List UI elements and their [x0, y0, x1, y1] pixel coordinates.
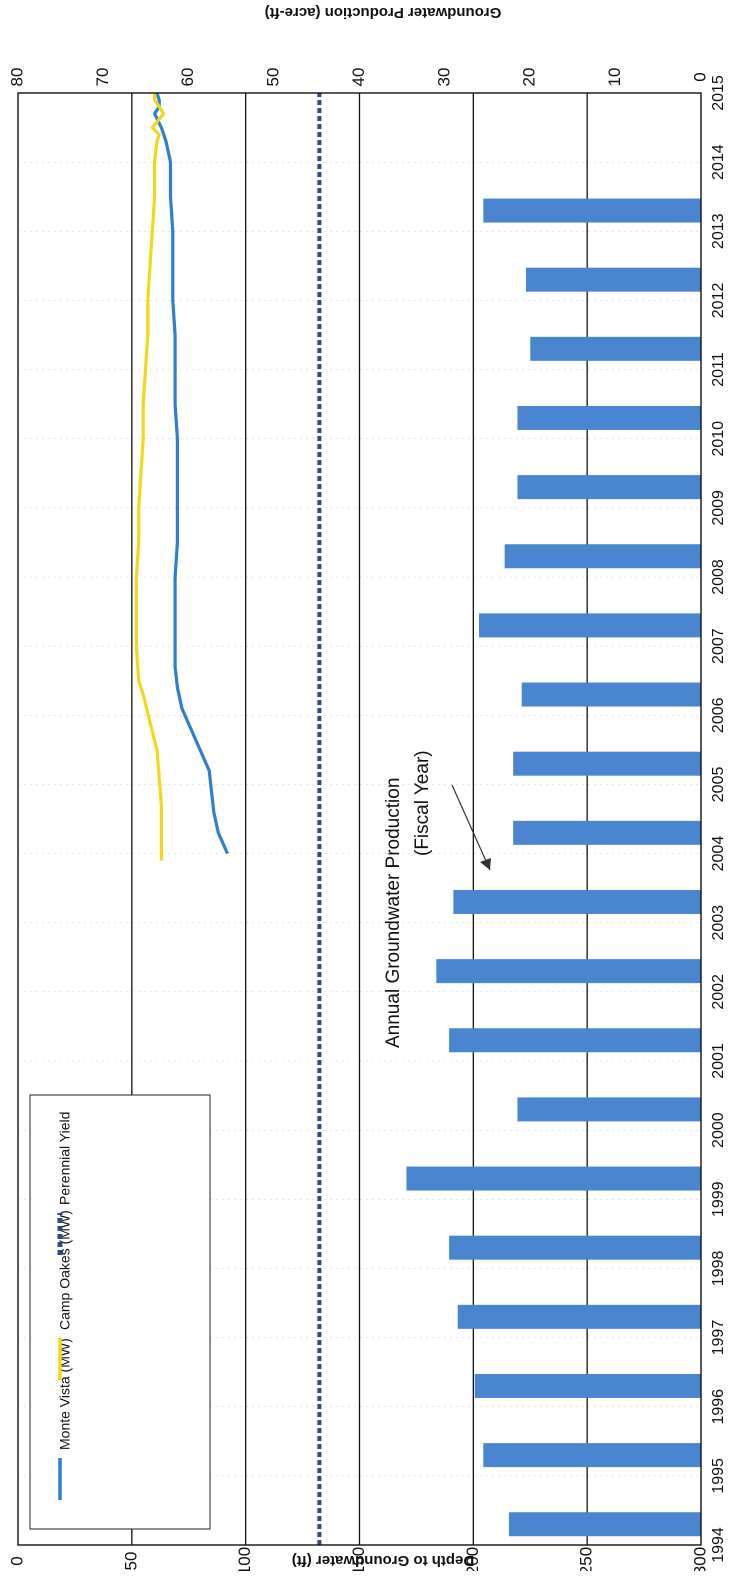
year-tick-1995: 1995	[710, 1458, 727, 1494]
year-tick-2010: 2010	[710, 421, 727, 457]
bar-1995	[483, 1443, 701, 1468]
production-tick-80: 80	[7, 68, 26, 87]
bar-2008	[504, 544, 701, 569]
production-bars	[406, 198, 701, 1537]
bar-2002	[436, 959, 701, 984]
year-tick-2009: 2009	[710, 490, 727, 526]
depth-tick-250: 250	[577, 1547, 596, 1571]
year-tick-1998: 1998	[710, 1251, 727, 1287]
annotation-line-2: (Fiscal Year)	[412, 750, 433, 856]
bar-2007	[479, 613, 701, 638]
bar-2000	[517, 1097, 701, 1122]
year-tick-2014: 2014	[710, 144, 727, 180]
depth-tick-labels: 0 50 100 150 200 250 300	[7, 1547, 709, 1575]
bar-2003	[453, 889, 701, 914]
bar-1999	[406, 1166, 701, 1191]
y-right-axis-label: Groundwater Production (acre-ft)	[265, 4, 502, 21]
bar-2004	[513, 820, 701, 845]
production-tick-70: 70	[93, 68, 112, 87]
bar-2006	[521, 682, 701, 707]
year-tick-1997: 1997	[710, 1320, 727, 1356]
production-tick-20: 20	[520, 68, 539, 87]
annotation-arrow-head	[480, 858, 491, 870]
year-tick-2006: 2006	[710, 697, 727, 733]
year-tick-2012: 2012	[710, 283, 727, 319]
year-tick-1999: 1999	[710, 1181, 727, 1217]
bar-2012	[525, 267, 701, 292]
plot-frame	[17, 92, 702, 1546]
year-tick-2013: 2013	[710, 213, 727, 249]
legend-box	[29, 1094, 211, 1530]
year-tick-2008: 2008	[710, 559, 727, 595]
y-left-axis-label: Depth to Groundwater (ft)	[292, 1552, 474, 1569]
bar-1998	[449, 1235, 701, 1260]
bar-1996	[474, 1373, 701, 1398]
year-tick-2003: 2003	[710, 905, 727, 941]
production-tick-30: 30	[434, 68, 453, 87]
year-tick-1996: 1996	[710, 1389, 727, 1425]
annotation-arrow-line	[451, 784, 491, 871]
annotation: Annual Groundwater Production (Fiscal Ye…	[383, 750, 491, 1048]
year-tick-2000: 2000	[710, 1112, 727, 1148]
bar-2009	[517, 475, 701, 500]
depth-tick-150: 150	[349, 1547, 368, 1571]
bar-1997	[457, 1304, 701, 1329]
series-line-0	[153, 92, 229, 855]
year-tick-2015: 2015	[710, 75, 727, 111]
production-tick-labels: 0 10 20 30 40 50 60 70 80	[7, 68, 709, 87]
year-tick-2002: 2002	[710, 974, 727, 1010]
year-tick-2005: 2005	[710, 767, 727, 803]
production-tick-0: 0	[690, 72, 709, 81]
depth-tick-300: 300	[690, 1547, 709, 1571]
depth-tick-100: 100	[235, 1547, 254, 1571]
depth-tick-50: 50	[121, 1552, 140, 1571]
annotation-line-1: Annual Groundwater Production	[383, 778, 404, 1048]
production-tick-10: 10	[605, 68, 624, 87]
legend-label-2: Perennial Yield	[57, 1112, 73, 1205]
legend-label-1: Camp Oakes (MW)	[57, 1210, 73, 1330]
depth-tick-200: 200	[463, 1547, 482, 1571]
year-tick-1994: 1994	[710, 1527, 727, 1563]
bar-1994	[508, 1512, 701, 1537]
legend: Monte Vista (MW)Camp Oakes (MW)Perennial…	[29, 1094, 211, 1530]
depth-tick-0: 0	[7, 1556, 26, 1565]
bar-2013	[483, 198, 701, 223]
year-tick-2004: 2004	[710, 836, 727, 872]
year-tick-labels: 1994 1995 1996 1997 1998 1999 2000 2001 2002 2003…	[710, 75, 727, 1563]
production-tick-40: 40	[349, 68, 368, 87]
production-tick-60: 60	[178, 68, 197, 87]
bar-2005	[513, 751, 701, 776]
series-line-1	[134, 93, 166, 861]
bar-2010	[517, 405, 701, 430]
year-tick-2007: 2007	[710, 628, 727, 664]
bar-2001	[449, 1028, 701, 1053]
year-tick-2011: 2011	[710, 352, 727, 387]
production-tick-50: 50	[264, 68, 283, 87]
series-lines	[134, 92, 322, 1545]
year-tick-2001: 2001	[710, 1043, 727, 1079]
bar-2011	[530, 336, 701, 361]
